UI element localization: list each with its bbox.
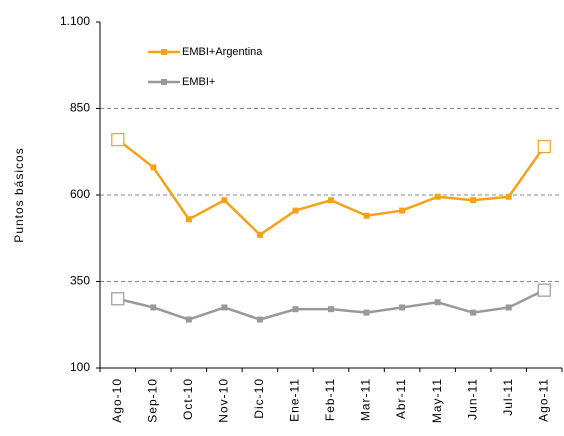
x-tick-label: Nov-10	[217, 378, 231, 423]
legend-label: EMBI+Argentina	[182, 46, 263, 58]
point-marker	[221, 197, 228, 204]
y-tick-label: 850	[70, 101, 90, 115]
x-tick-label: Ago-10	[110, 378, 124, 423]
point-marker	[185, 316, 192, 323]
legend-label: EMBI+	[182, 76, 215, 88]
point-marker	[292, 207, 299, 214]
y-tick-label: 600	[70, 187, 90, 201]
x-tick-label: May-11	[430, 378, 444, 423]
point-marker	[111, 133, 125, 147]
y-tick-label: 1.100	[60, 14, 90, 28]
x-tick-label: Ago-11	[536, 378, 550, 422]
x-tick-label: Abr-11	[394, 378, 408, 419]
x-tick-label: Feb-11	[323, 378, 337, 421]
x-tick-label: Mar-11	[359, 378, 373, 421]
y-tick-label: 350	[70, 274, 90, 288]
point-marker	[470, 309, 477, 316]
legend-marker	[161, 49, 167, 55]
x-tick-label: Sep-10	[145, 378, 159, 423]
point-marker	[434, 193, 441, 200]
x-tick-label: Oct-10	[181, 378, 195, 420]
point-marker	[399, 207, 406, 214]
x-tick-label: Jul-11	[501, 378, 515, 416]
series-line	[117, 138, 546, 237]
y-tick-label: 100	[70, 360, 90, 374]
x-tick-label: Ene-11	[288, 378, 302, 422]
point-marker	[470, 197, 477, 204]
point-marker	[505, 193, 512, 200]
y-axis-label: Puntos básicos	[12, 147, 26, 242]
point-marker	[328, 197, 334, 204]
point-marker	[221, 304, 228, 311]
point-marker	[150, 164, 157, 171]
point-marker	[256, 231, 263, 238]
point-marker	[434, 299, 441, 306]
legend-marker	[161, 79, 167, 85]
point-marker	[537, 283, 551, 297]
x-tick-label: Jun-11	[465, 378, 479, 420]
point-marker	[399, 304, 406, 311]
point-marker	[537, 139, 551, 154]
point-marker	[328, 306, 334, 313]
x-tick-label: Dic-10	[252, 378, 266, 419]
point-marker	[111, 292, 125, 306]
point-marker	[185, 216, 192, 223]
series-line	[117, 289, 545, 321]
point-marker	[505, 304, 512, 311]
point-marker	[292, 306, 299, 313]
point-marker	[363, 309, 370, 316]
point-marker	[150, 304, 157, 311]
point-marker	[363, 212, 370, 219]
point-marker	[256, 316, 263, 323]
